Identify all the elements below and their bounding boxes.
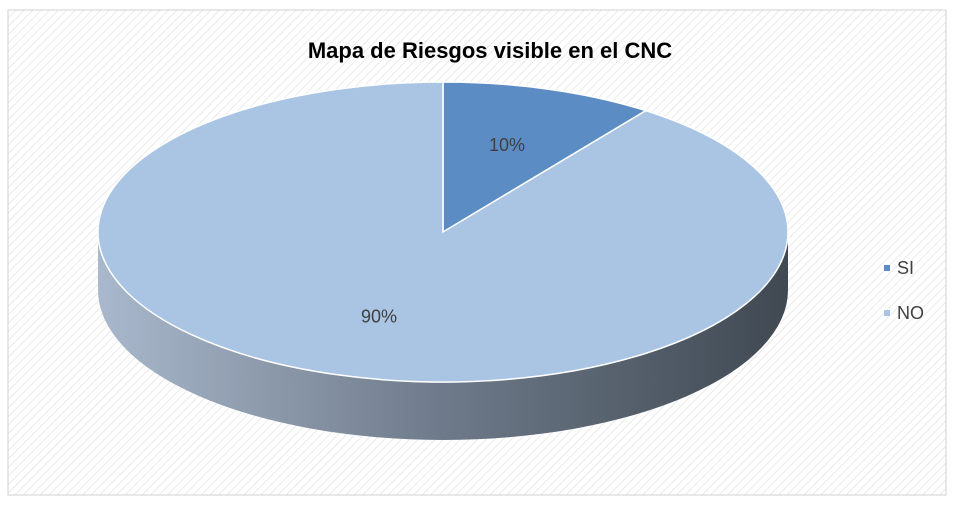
pie-side (98, 232, 788, 440)
legend-label: SI (897, 258, 914, 278)
data-label: 90% (361, 306, 397, 326)
pie: 10% 90% (97, 81, 789, 440)
legend-label: NO (897, 303, 924, 323)
legend-swatch (884, 310, 890, 316)
chart-title: Mapa de Riesgos visible en el CNC (308, 38, 672, 63)
legend-swatch (884, 265, 890, 271)
pie-slice (97, 81, 789, 383)
pie-slice (442, 81, 648, 234)
legend: SI NO (884, 258, 924, 323)
data-label: 10% (489, 135, 525, 155)
